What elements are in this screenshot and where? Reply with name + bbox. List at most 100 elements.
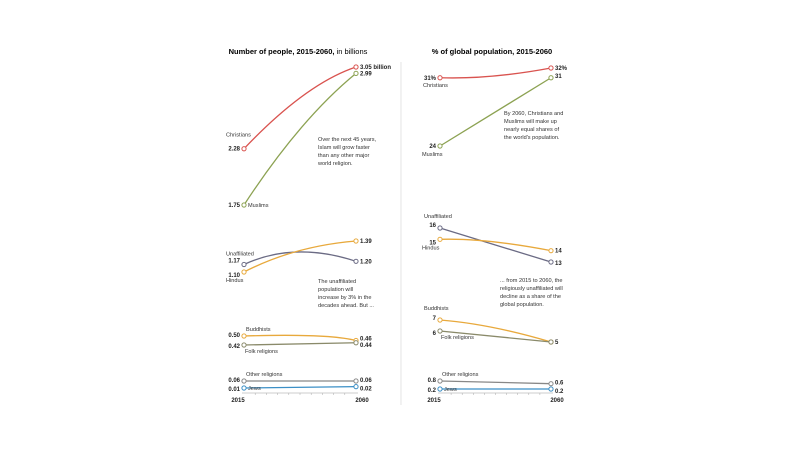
series-label-folk-religions: Folk religions — [441, 335, 474, 341]
series-label-christians: Christians — [423, 83, 448, 89]
series-label-unaffiliated: Unaffiliated — [226, 252, 254, 258]
end-value-other-religions: 0.6 — [555, 381, 564, 387]
annotation-line: decline as a share of the — [500, 294, 561, 300]
end-value-hindus: 1.39 — [360, 239, 372, 245]
series-line-buddhists — [243, 334, 357, 342]
point-start-buddhists — [241, 333, 247, 339]
point-start-jews — [437, 386, 443, 392]
start-value-buddhists: 0.50 — [228, 333, 240, 339]
end-value-other-religions: 0.06 — [360, 378, 372, 384]
end-value-hindus: 14 — [555, 249, 562, 255]
start-value-folk-religions: 6 — [433, 331, 437, 337]
point-end-folk-religions — [548, 339, 554, 345]
series-line-christians — [243, 66, 357, 150]
right-panel-title: % of global population, 2015-2060 — [432, 47, 552, 56]
annotation-line: ... from 2015 to 2060, the — [500, 278, 563, 284]
point-start-muslims — [437, 143, 443, 149]
start-value-jews: 0.01 — [228, 387, 240, 393]
start-value-unaffiliated: 1.17 — [228, 259, 240, 265]
series-line-jews — [243, 385, 357, 389]
series-line-unaffiliated — [243, 251, 357, 266]
start-value-christians: 2.28 — [228, 147, 240, 153]
series-label-folk-religions: Folk religions — [245, 349, 278, 355]
end-value-muslims: 2.99 — [360, 71, 372, 77]
start-value-other-religions: 0.8 — [428, 378, 437, 384]
left-series-lines — [241, 64, 359, 391]
annotation-line: population will — [318, 287, 353, 293]
annotation-line: world religion. — [317, 161, 353, 167]
series-label-christians: Christians — [226, 133, 251, 139]
left-panel-title: Number of people, 2015-2060, in billions — [229, 47, 368, 56]
point-start-christians — [241, 146, 247, 152]
end-value-unaffiliated: 1.20 — [360, 259, 372, 265]
annotation-line: Muslims will make up — [504, 119, 557, 125]
series-line-christians — [439, 67, 552, 79]
x-tick-label-2015: 2015 — [427, 398, 441, 404]
end-value-buddhists: 0.46 — [360, 337, 372, 343]
series-label-hindus: Hindus — [422, 245, 440, 251]
series-line-muslims — [439, 77, 552, 147]
right-annotations: By 2060, Christians and Muslims will make… — [500, 111, 563, 308]
end-value-jews: 0.2 — [555, 389, 564, 395]
series-line-unaffiliated — [439, 227, 552, 263]
start-value-other-religions: 0.06 — [228, 378, 240, 384]
series-line-folk-religions — [243, 342, 357, 346]
point-end-other-religions — [353, 378, 359, 384]
point-end-muslims — [353, 70, 359, 76]
end-value-jews: 0.02 — [360, 387, 372, 393]
point-end-jews — [548, 386, 554, 392]
point-start-other-religions — [437, 378, 443, 384]
point-start-folk-religions — [241, 342, 247, 348]
annotation-line: than any other major — [318, 153, 369, 159]
series-label-jews: Jews — [248, 386, 261, 392]
point-start-buddhists — [437, 317, 443, 323]
point-end-unaffiliated — [548, 259, 554, 265]
left-x-axis: 2015 2060 — [231, 392, 369, 404]
end-value-buddhists: 5 — [555, 340, 559, 346]
annotation-1: By 2060, Christians and Muslims will make… — [504, 111, 563, 141]
series-label-other-religions: Other religions — [246, 372, 283, 378]
point-start-unaffiliated — [437, 225, 443, 231]
point-end-christians — [548, 65, 554, 71]
point-start-hindus — [437, 236, 443, 242]
point-end-hindus — [548, 248, 554, 254]
point-end-hindus — [353, 238, 359, 244]
point-start-muslims — [241, 202, 247, 208]
series-line-hindus — [243, 240, 357, 273]
left-panel-title-suffix: in billions — [334, 47, 367, 56]
left-panel-title-main: Number of people, 2015-2060, — [229, 47, 335, 56]
point-start-jews — [241, 385, 247, 391]
left-annotations: Over the next 45 years, Islam will grow f… — [317, 137, 377, 309]
end-value-muslims: 31 — [555, 74, 562, 80]
right-series-lines — [437, 65, 554, 392]
start-value-jews: 0.2 — [428, 388, 437, 394]
right-x-axis: 2015 2060 — [427, 392, 564, 404]
annotation-line: decades ahead. But ... — [318, 303, 374, 309]
start-value-muslims: 24 — [429, 144, 436, 150]
left-series-labels: 2.28 3.05 billion Christians 1.75 2.99 Muslim… — [226, 65, 391, 393]
point-end-other-religions — [548, 381, 554, 387]
end-value-christians: 3.05 billion — [360, 65, 391, 71]
series-line-folk-religions — [439, 330, 552, 343]
point-start-unaffiliated — [241, 261, 247, 268]
annotation-line: religiously unaffiliated will — [500, 286, 563, 292]
point-end-christians — [353, 64, 359, 70]
series-line-muslims — [243, 72, 357, 206]
annotation-2: ... from 2015 to 2060, the religiously un… — [500, 278, 563, 308]
annotation-line: By 2060, Christians and — [504, 111, 563, 117]
start-value-hindus: 1.10 — [228, 273, 240, 279]
left-panel: Number of people, 2015-2060, in billions… — [226, 47, 391, 404]
annotation-line: global population. — [500, 302, 544, 308]
point-end-jews — [353, 384, 359, 390]
series-label-jews: Jews — [444, 387, 457, 393]
annotation-1: Over the next 45 years, Islam will grow f… — [317, 137, 377, 167]
series-label-hindus: Hindus — [226, 278, 244, 284]
end-value-unaffiliated: 13 — [555, 261, 562, 267]
annotation-line: nearly equal shares of — [504, 127, 559, 133]
point-start-christians — [437, 75, 443, 81]
point-end-unaffiliated — [353, 258, 359, 264]
x-tick-label-2060: 2060 — [550, 398, 564, 404]
point-start-hindus — [241, 269, 247, 275]
end-value-christians: 32% — [555, 66, 568, 72]
